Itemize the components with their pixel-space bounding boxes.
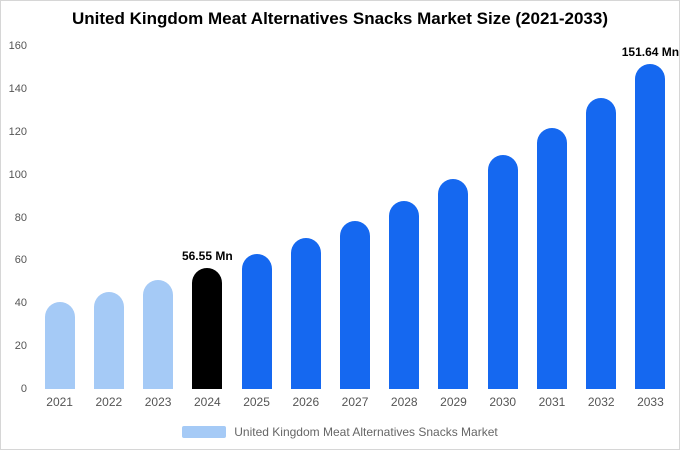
bar-column (478, 46, 527, 389)
legend-label: United Kingdom Meat Alternatives Snacks … (234, 425, 498, 439)
x-tick-label-2026: 2026 (292, 395, 320, 409)
y-tick-label: 100 (8, 168, 27, 181)
bar-2024[interactable]: 56.55 Mn (182, 249, 233, 389)
bar-column (35, 46, 84, 389)
bar-2032[interactable] (586, 97, 617, 389)
bar-2028[interactable] (389, 201, 420, 389)
y-tick-label: 60 (14, 254, 27, 267)
legend[interactable]: United Kingdom Meat Alternatives Snacks … (1, 425, 679, 439)
data-label-2033: 151.64 Mn (621, 44, 680, 59)
y-tick-label: 80 (14, 211, 27, 224)
x-tick-label-2028: 2028 (390, 395, 418, 409)
y-tick-label: 20 (14, 340, 27, 353)
bar-column (577, 46, 626, 389)
x-tick-label-2032: 2032 (587, 395, 615, 409)
x-tick-label-2031: 2031 (538, 395, 566, 409)
bar-column (380, 46, 429, 389)
y-tick-label: 160 (8, 40, 27, 52)
bar-2031[interactable] (536, 127, 567, 389)
bar-2027[interactable] (340, 220, 371, 389)
bar-2033[interactable]: 151.64 Mn (622, 45, 679, 389)
bar-2021[interactable] (44, 301, 75, 389)
x-tick-label-2029: 2029 (440, 395, 467, 409)
x-tick-label-2022: 2022 (95, 395, 123, 409)
bar-column (330, 46, 379, 389)
chart-title: United Kingdom Meat Alternatives Snacks … (72, 9, 608, 28)
bar-column (133, 46, 182, 389)
bar-column (527, 46, 576, 389)
bar-plot: 56.55 Mn 151.64 Mn (35, 45, 679, 389)
bar-column: 151.64 Mn (622, 45, 679, 389)
y-tick-label: 40 (14, 297, 27, 310)
bar-2029[interactable] (438, 179, 469, 389)
bar-2025[interactable] (241, 253, 272, 389)
x-tick-label-2024: 2024 (193, 395, 221, 409)
bar-2022[interactable] (93, 291, 124, 389)
y-tick-label: 0 (20, 383, 27, 395)
bar-2030[interactable] (487, 155, 518, 389)
bar-2023[interactable] (143, 280, 174, 389)
x-tick-label-2023: 2023 (144, 395, 172, 409)
x-tick-label-2030: 2030 (489, 395, 517, 409)
y-tick-label: 140 (8, 82, 27, 95)
data-label-2024: 56.55 Mn (181, 248, 233, 263)
x-tick-label-2033: 2033 (637, 395, 664, 409)
bar-column: 56.55 Mn (182, 46, 233, 389)
legend-swatch-icon (182, 426, 227, 438)
plot-area: 56.55 Mn 151.64 Mn (35, 45, 679, 389)
y-tick-label: 120 (8, 125, 27, 138)
bar-column (429, 46, 478, 389)
x-tick-label-2025: 2025 (243, 395, 270, 409)
x-tick-label-2021: 2021 (46, 395, 73, 409)
x-axis: 2021 2022 2023 2024 2025 2026 2027 2028 2029 2030… (35, 395, 675, 411)
bar-column (232, 46, 281, 389)
bar-column (84, 46, 133, 389)
bar-2026[interactable] (290, 238, 321, 389)
bar-column (281, 46, 330, 389)
y-axis: 0 20 40 60 80 100 120 140 160 (1, 40, 31, 395)
x-tick-label-2027: 2027 (341, 395, 369, 409)
